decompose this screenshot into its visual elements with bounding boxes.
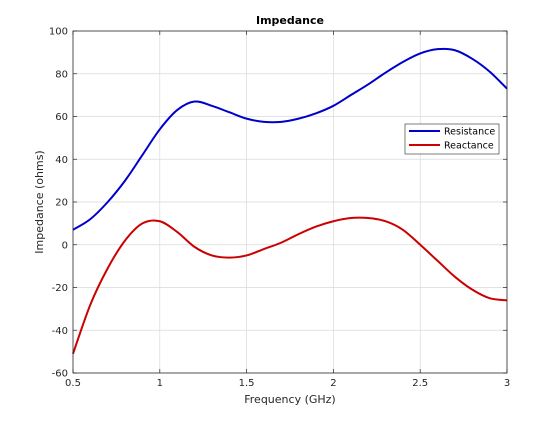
y-tick-label: 0 xyxy=(62,240,68,251)
x-tick-label: 2 xyxy=(330,378,336,389)
axis-ticks: 0.5 1 1.5 2 2.5 3 -60 -40 -20 0 20 40 60 80 100 xyxy=(49,27,510,390)
legend: Resistance Reactance xyxy=(404,123,500,155)
series-line-reactance xyxy=(72,216,508,355)
y-tick-label: 80 xyxy=(55,69,68,80)
y-tick-label: 60 xyxy=(55,112,68,123)
legend-label-resistance: Resistance xyxy=(444,127,495,138)
legend-box xyxy=(404,123,500,155)
y-axis-label: Impedance (ohms) xyxy=(33,150,46,253)
y-tick-label: 20 xyxy=(55,198,68,209)
y-tick-label: -40 xyxy=(52,326,68,337)
x-tick-label: 1 xyxy=(157,378,163,389)
y-tick-label: -20 xyxy=(52,283,68,294)
x-tick-label: 0.5 xyxy=(65,378,81,389)
x-tick-label: 1.5 xyxy=(239,378,255,389)
chart-title: Impedance xyxy=(256,14,324,27)
legend-label-reactance: Reactance xyxy=(444,141,494,152)
y-tick-label: 40 xyxy=(55,155,68,166)
x-axis-label: Frequency (GHz) xyxy=(244,393,335,406)
y-tick-label: -60 xyxy=(52,369,68,380)
grid-lines xyxy=(73,31,507,373)
series-layer xyxy=(72,47,508,355)
x-tick-label: 2.5 xyxy=(412,378,428,389)
x-tick-label: 3 xyxy=(504,378,510,389)
y-tick-label: 100 xyxy=(49,27,68,38)
series-line-resistance xyxy=(72,47,508,231)
